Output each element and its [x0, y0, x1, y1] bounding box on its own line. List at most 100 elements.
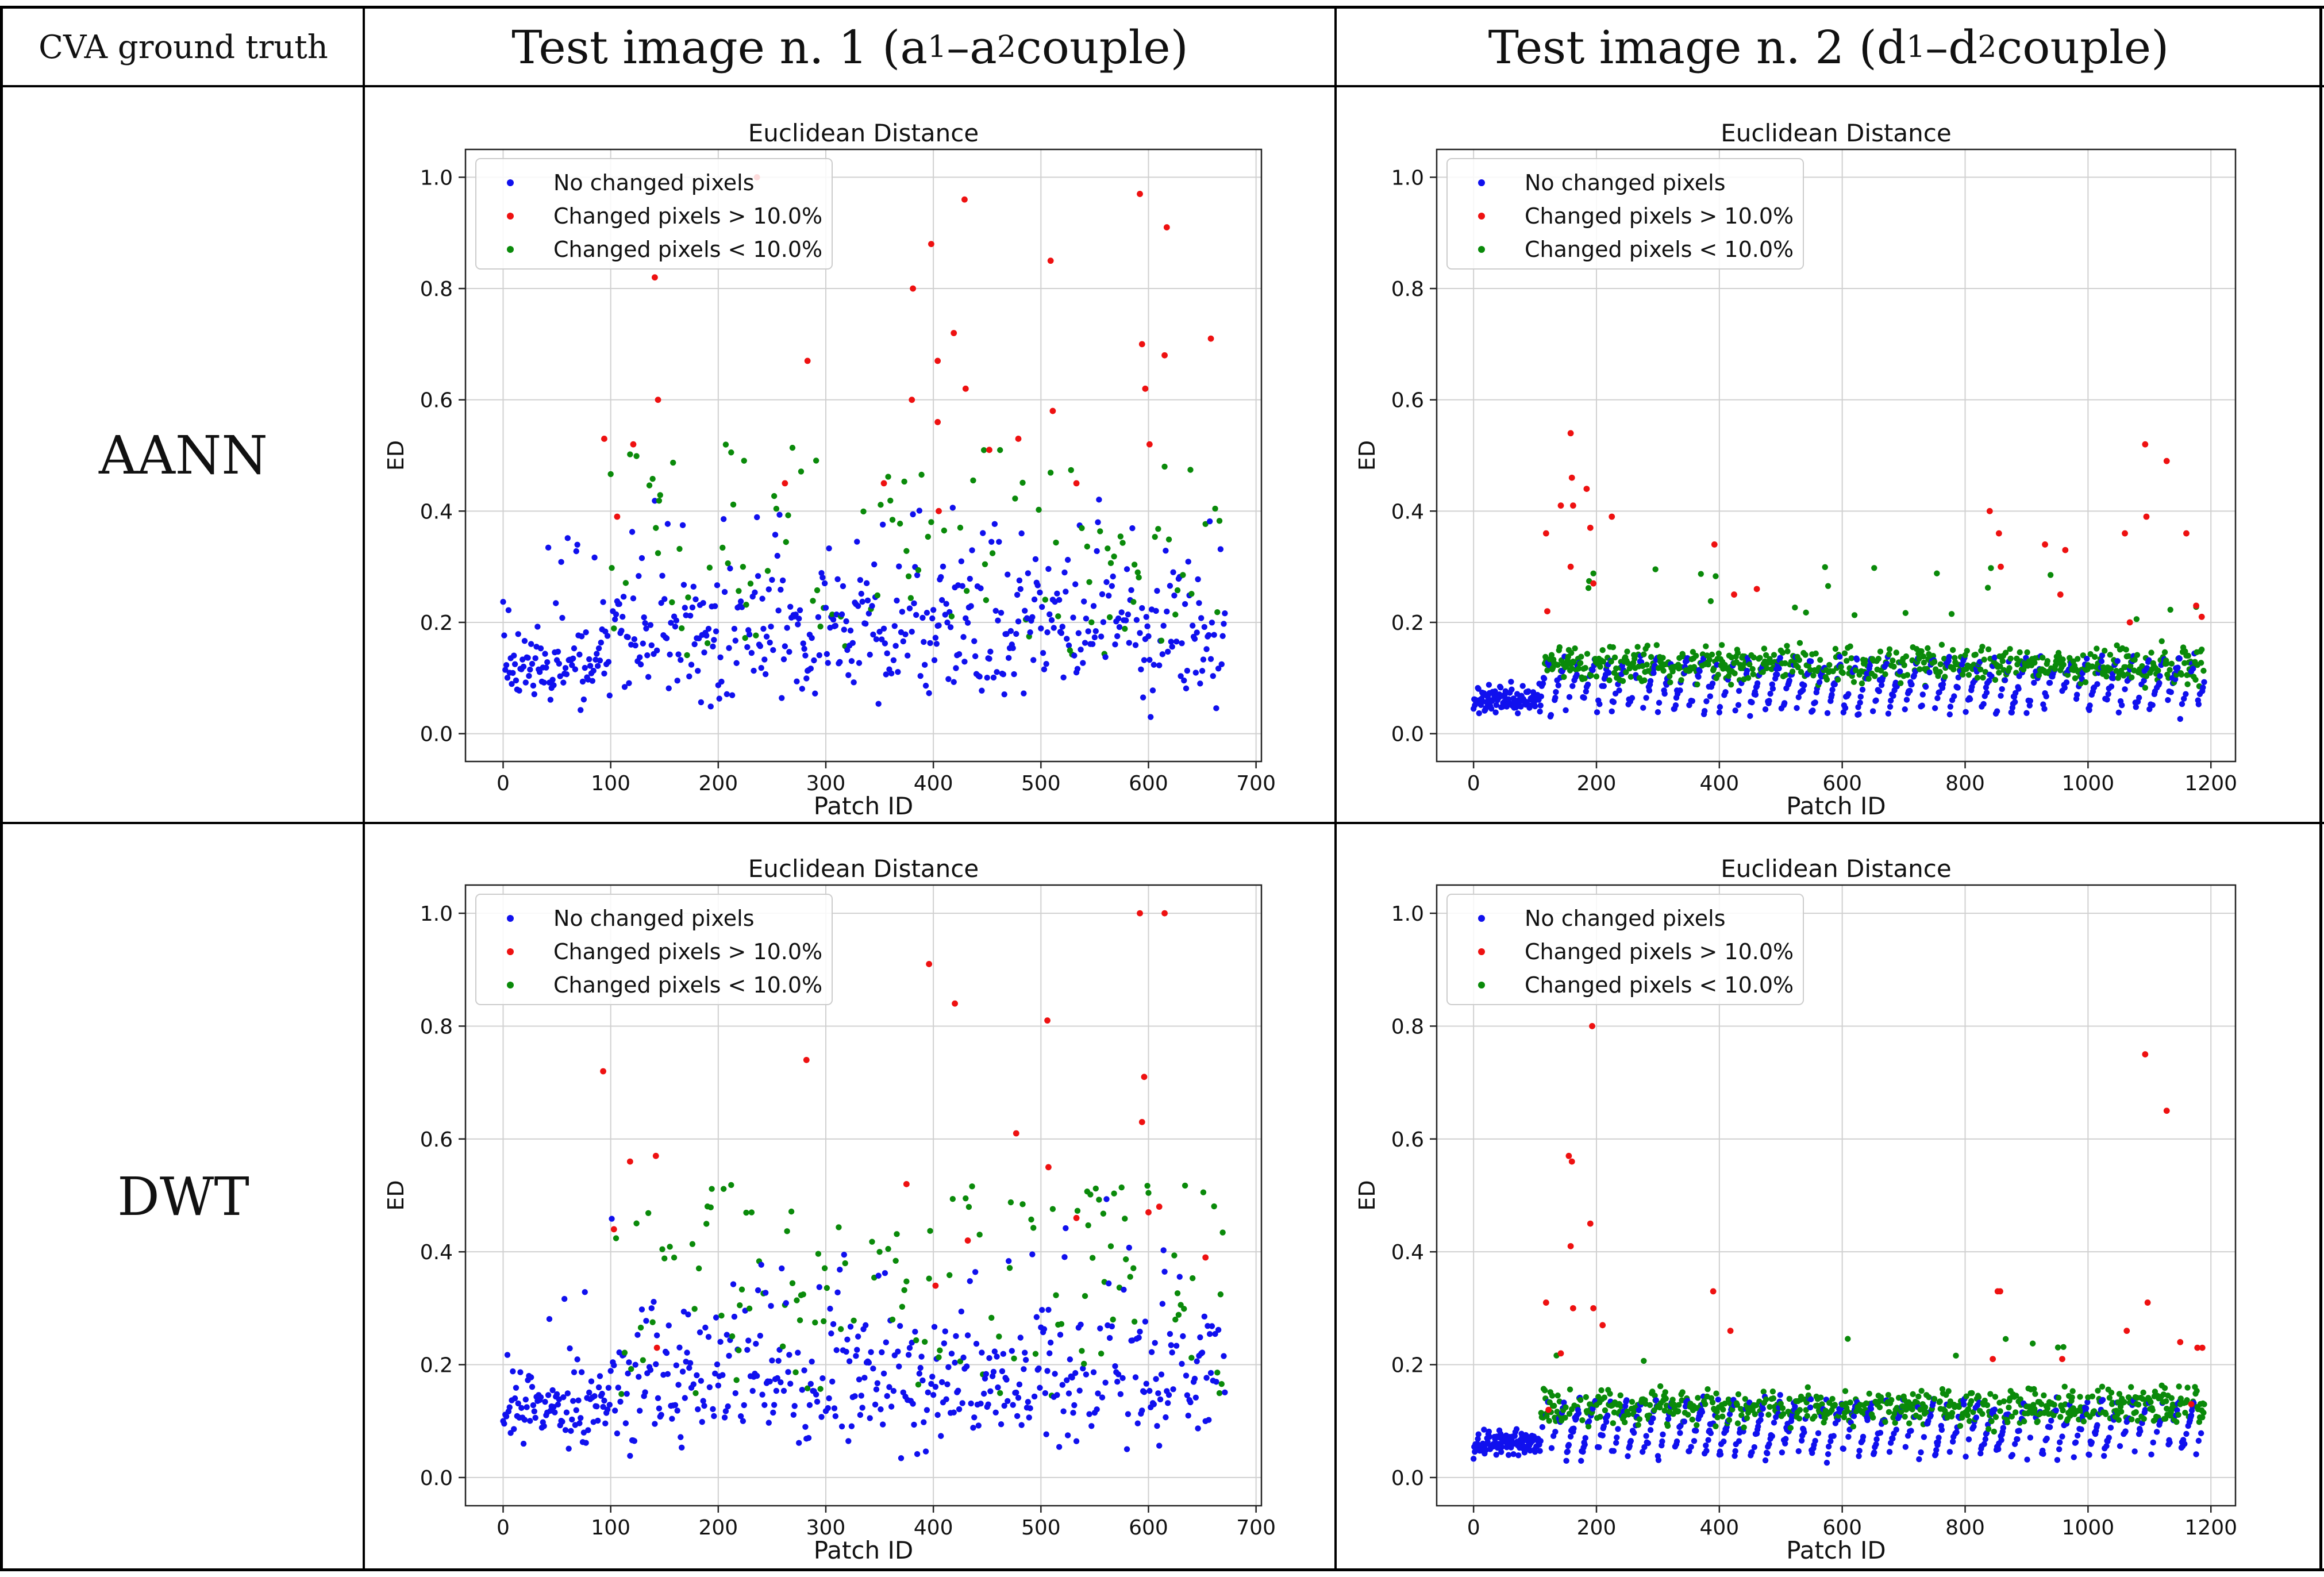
point-changed-low [936, 1354, 942, 1360]
point-no-change [824, 651, 830, 657]
point-no-change [918, 1353, 925, 1360]
point-no-change [1539, 1424, 1546, 1430]
point-no-change [1025, 1399, 1032, 1405]
point-no-change [1493, 1452, 1499, 1458]
point-no-change [629, 529, 636, 535]
point-no-change [2086, 707, 2092, 713]
point-no-change [2114, 658, 2121, 664]
point-no-change [857, 1411, 864, 1418]
point-changed-low [1188, 1355, 1195, 1361]
point-changed-low [640, 1357, 647, 1363]
point-no-change [1179, 1360, 1185, 1367]
point-changed-low [1187, 467, 1194, 473]
point-no-change [1537, 708, 1543, 715]
point-no-change [1029, 614, 1036, 621]
point-changed-low [905, 573, 912, 580]
point-no-change [1155, 1390, 1161, 1397]
point-changed-low [1853, 667, 1859, 674]
point-no-change [987, 1388, 994, 1394]
point-changed-low [2128, 1384, 2134, 1390]
point-changed-low [2198, 660, 2204, 666]
point-changed-low [1579, 1417, 1586, 1424]
point-no-change [1134, 1420, 1141, 1426]
data-points [500, 910, 1228, 1461]
point-no-change [909, 629, 915, 635]
point-changed-low [1627, 674, 1634, 680]
point-no-change [531, 1408, 537, 1415]
point-changed-high [2122, 530, 2128, 537]
point-no-change [1781, 700, 1788, 706]
point-changed-high [1073, 480, 1080, 487]
point-no-change [680, 1309, 687, 1315]
point-changed-low [1551, 1402, 1557, 1409]
y-tick-label: 0.0 [420, 1467, 453, 1490]
point-no-change [921, 661, 928, 668]
point-changed-low [1652, 1393, 1658, 1399]
point-changed-low [729, 1333, 736, 1340]
point-changed-low [2141, 1416, 2147, 1422]
point-no-change [1097, 1325, 1103, 1332]
point-no-change [1010, 1402, 1016, 1408]
point-no-change [1893, 1426, 1899, 1433]
point-no-change [1090, 1369, 1097, 1375]
point-changed-low [1549, 1393, 1556, 1399]
point-no-change [1027, 1405, 1033, 1411]
point-no-change [1807, 1396, 1814, 1403]
point-no-change [520, 663, 527, 670]
point-no-change [751, 667, 757, 674]
point-changed-high [1997, 1288, 2003, 1295]
point-no-change [896, 563, 902, 570]
point-no-change [854, 1347, 860, 1353]
point-changed-high [928, 241, 934, 247]
point-changed-low [743, 602, 749, 608]
point-changed-low [2009, 1413, 2015, 1420]
point-no-change [1707, 693, 1714, 699]
point-no-change [941, 1340, 948, 1347]
point-no-change [1031, 1393, 1038, 1400]
point-changed-low [633, 453, 640, 459]
point-changed-low [1987, 1391, 1994, 1397]
point-changed-low [1886, 651, 1892, 657]
point-changed-high [804, 357, 811, 364]
point-no-change [1590, 1405, 1596, 1412]
point-no-change [809, 634, 815, 641]
point-no-change [996, 539, 1002, 545]
point-no-change [1486, 1428, 1492, 1435]
point-no-change [1222, 610, 1228, 617]
point-no-change [1926, 669, 1933, 676]
point-no-change [967, 1278, 973, 1284]
point-changed-low [894, 1231, 900, 1237]
point-changed-low [2064, 672, 2071, 678]
point-no-change [888, 670, 895, 676]
point-changed-low [1738, 1412, 1745, 1418]
point-no-change [1154, 587, 1160, 594]
point-no-change [1052, 1371, 1058, 1377]
point-changed-low [1850, 1423, 1857, 1430]
point-no-change [1078, 647, 1084, 653]
point-no-change [551, 682, 557, 689]
point-changed-low [1130, 599, 1137, 605]
point-no-change [987, 648, 994, 655]
point-no-change [1946, 711, 1953, 718]
point-changed-low [925, 533, 931, 540]
point-changed-low [926, 1275, 932, 1282]
point-no-change [520, 1440, 527, 1447]
point-no-change [1829, 686, 1836, 693]
point-no-change [590, 667, 597, 674]
point-changed-low [2007, 646, 2013, 652]
point-changed-low [1981, 1397, 1988, 1404]
point-no-change [721, 589, 728, 595]
point-changed-low [1720, 1406, 1726, 1413]
point-changed-low [1851, 612, 1858, 618]
point-no-change [1696, 668, 1703, 674]
point-no-change [565, 1445, 572, 1452]
point-no-change [631, 1438, 638, 1444]
point-no-change [1615, 1426, 1621, 1432]
point-no-change [905, 1352, 912, 1358]
point-no-change [643, 625, 649, 632]
point-no-change [2103, 1443, 2110, 1449]
point-changed-low [1892, 1420, 1898, 1426]
x-tick-label: 700 [1236, 772, 1276, 795]
point-no-change [1717, 703, 1723, 710]
